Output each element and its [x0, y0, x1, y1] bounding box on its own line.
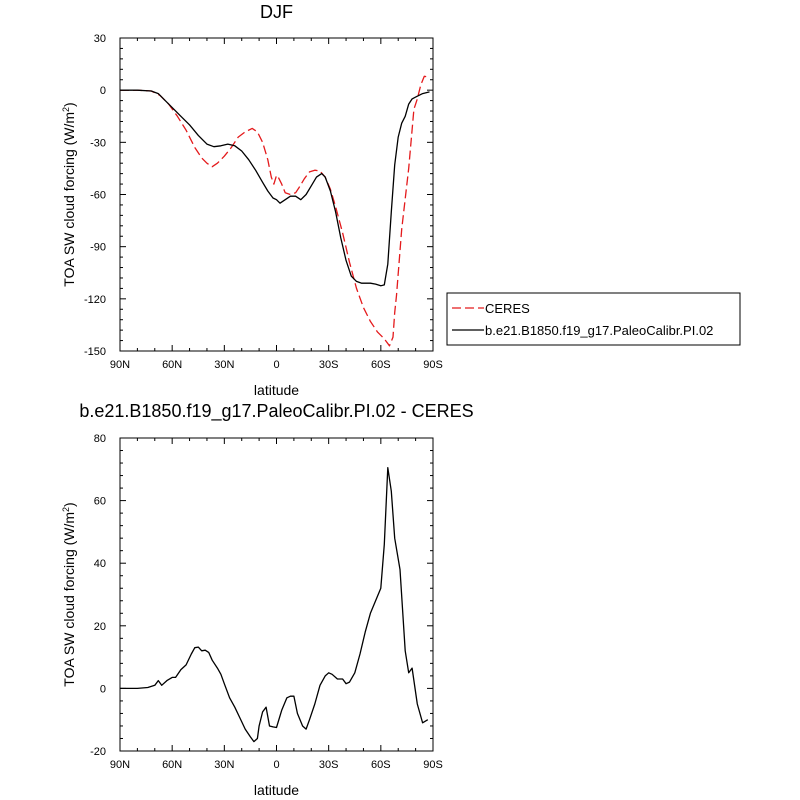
- top-y-tick-label: 0: [100, 85, 106, 97]
- bottom-y-tick-label: 60: [94, 496, 106, 508]
- top-x-tick-label: 60S: [371, 359, 391, 371]
- top-x-tick-label: 0: [273, 359, 279, 371]
- bottom-x-tick-label: 90N: [110, 759, 130, 771]
- top-plot-frame: [119, 37, 434, 352]
- top-series-line-b-e21-b1850-f19-g17-paleocalibr-pi-02: [120, 89, 430, 287]
- bottom-plot-frame: [119, 437, 434, 752]
- bottom-x-tick-label: 30N: [214, 759, 234, 771]
- legend-label: CERES: [485, 301, 530, 316]
- top-y-axis-label-superscript: 2: [61, 107, 71, 112]
- bottom-chart-difference: b.e21.B1850.f19_g17.PaleoCalibr.PI.02 - …: [61, 401, 474, 798]
- top-chart-title: DJF: [260, 2, 293, 22]
- bottom-series-line-difference: [120, 467, 429, 743]
- bottom-y-tick-label: 40: [94, 558, 106, 570]
- top-series-line-ceres: [120, 75, 430, 347]
- bottom-x-tick-label: 0: [273, 759, 279, 771]
- bottom-y-axis-label: TOA SW cloud forcing (W/m2): [61, 502, 77, 686]
- bottom-y-tick-label: 20: [94, 621, 106, 633]
- bottom-y-axis-label-end: ): [61, 502, 77, 507]
- top-y-tick-label: -150: [84, 346, 106, 358]
- bottom-x-tick-label: 30S: [319, 759, 339, 771]
- top-y-tick-label: -90: [90, 242, 106, 254]
- bottom-x-tick-label: 60N: [162, 759, 182, 771]
- top-x-tick-label: 30S: [319, 359, 339, 371]
- top-y-axis-label-end: ): [61, 102, 77, 107]
- top-x-axis-label: latitude: [254, 382, 299, 398]
- top-y-axis-label-main: TOA SW cloud forcing (W/m: [61, 112, 77, 287]
- top-y-tick-label: -120: [84, 294, 106, 306]
- legend-label: b.e21.B1850.f19_g17.PaleoCalibr.PI.02: [485, 323, 713, 338]
- bottom-y-axis-label-superscript: 2: [61, 507, 71, 512]
- bottom-y-tick-label: 80: [94, 433, 106, 445]
- legend: CERES b.e21.B1850.f19_g17.PaleoCalibr.PI.…: [446, 292, 741, 346]
- top-x-tick-label: 90N: [110, 359, 130, 371]
- bottom-y-tick-label: -20: [90, 746, 106, 758]
- bottom-x-axis-label: latitude: [254, 782, 299, 798]
- bottom-y-axis-label-main: TOA SW cloud forcing (W/m: [61, 512, 77, 687]
- legend-box: [446, 292, 741, 346]
- bottom-x-tick-label: 60S: [371, 759, 391, 771]
- top-y-tick-label: 30: [94, 33, 106, 45]
- bottom-chart-title: b.e21.B1850.f19_g17.PaleoCalibr.PI.02 - …: [79, 401, 473, 422]
- top-x-tick-label: 90S: [423, 359, 443, 371]
- top-y-tick-label: -30: [90, 137, 106, 149]
- bottom-x-tick-label: 90S: [423, 759, 443, 771]
- bottom-y-tick-label: 0: [100, 683, 106, 695]
- top-x-tick-label: 60N: [162, 359, 182, 371]
- top-y-tick-label: -60: [90, 190, 106, 202]
- top-x-tick-label: 30N: [214, 359, 234, 371]
- top-y-axis-label: TOA SW cloud forcing (W/m2): [61, 102, 77, 286]
- top-chart-djf: DJF 90N 60N 30N 0 30S 60S 90S 30 0 -30 -60 -90 -120 -1…: [61, 2, 443, 398]
